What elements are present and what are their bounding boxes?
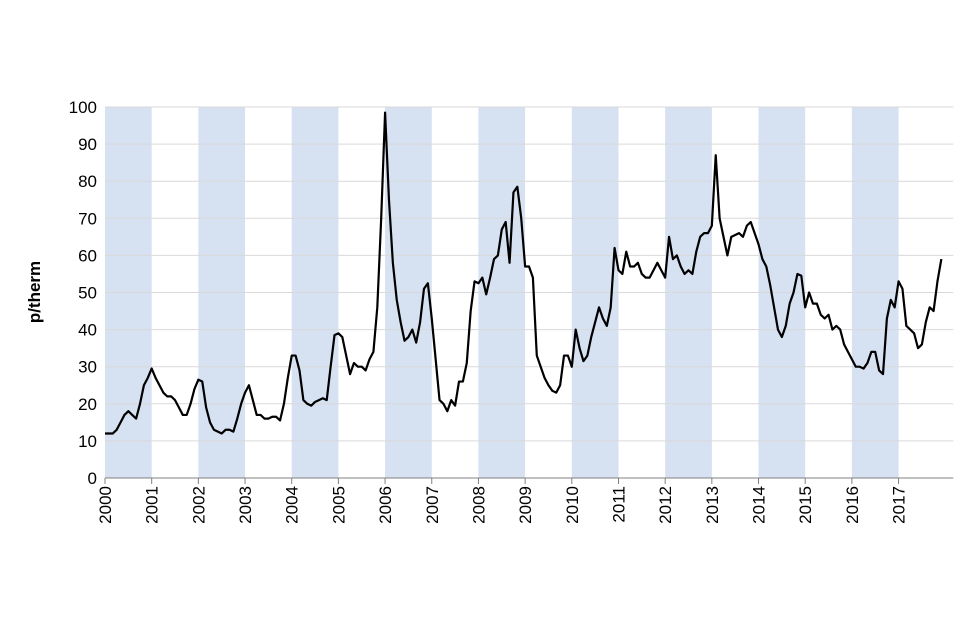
x-tick-label: 2011 <box>609 486 628 523</box>
y-tick-label: 20 <box>78 395 97 414</box>
x-tick-label: 2009 <box>516 486 535 524</box>
x-tick-label: 2017 <box>890 486 909 524</box>
x-tick-label: 2002 <box>189 486 208 524</box>
x-tick-label: 2003 <box>236 486 255 524</box>
y-tick-label: 10 <box>78 432 97 451</box>
x-tick-label: 2013 <box>703 486 722 524</box>
y-tick-label: 40 <box>78 321 97 340</box>
y-tick-label: 60 <box>78 246 97 265</box>
x-tick-label: 2006 <box>376 486 395 524</box>
y-tick-label: 90 <box>78 135 97 154</box>
y-tick-label: 50 <box>78 284 97 303</box>
x-tick-label: 2000 <box>96 486 115 524</box>
x-tick-label: 2014 <box>750 486 769 524</box>
x-tick-label: 2016 <box>843 486 862 524</box>
y-tick-label: 80 <box>78 172 97 191</box>
x-tick-label: 2005 <box>329 486 348 524</box>
y-axis-label: p/therm <box>25 261 44 323</box>
x-tick-label: 2007 <box>423 486 442 524</box>
x-tick-label: 2004 <box>283 486 302 524</box>
y-tick-label: 70 <box>78 209 97 228</box>
y-tick-label: 30 <box>78 358 97 377</box>
x-tick-label: 2012 <box>656 486 675 524</box>
price-line <box>105 111 943 435</box>
x-tick-label: 2001 <box>143 486 162 524</box>
x-tick-label: 2010 <box>563 486 582 524</box>
x-tick-label: 2008 <box>469 486 488 524</box>
y-tick-label: 0 <box>88 469 97 488</box>
y-tick-label: 100 <box>69 98 97 117</box>
x-tick-label: 2015 <box>796 486 815 524</box>
